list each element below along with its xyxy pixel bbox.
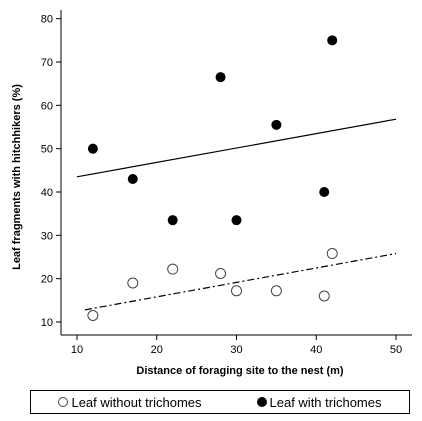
x-tick-label: 50	[390, 344, 402, 356]
data-point-with-trichomes	[127, 174, 138, 184]
data-point-with-trichomes	[215, 72, 226, 83]
data-point-without-trichomes	[215, 267, 227, 279]
legend-label-without-trichomes: Leaf without trichomes	[71, 394, 202, 410]
open-circle-icon	[58, 397, 69, 407]
data-point-with-trichomes	[87, 143, 98, 154]
y-tick-label: 80	[41, 14, 53, 26]
x-tick-label: 30	[230, 344, 242, 356]
data-point-with-trichomes	[327, 35, 338, 46]
y-tick-label: 30	[41, 230, 53, 242]
y-tick-label: 60	[41, 100, 53, 112]
y-tick-label: 20	[41, 274, 53, 286]
trendline-with-trichomes	[76, 118, 397, 178]
scatter-chart: 10 20 30 40 50 60 70 80 10 20 30 40 50 Distance of …	[11, 10, 412, 377]
data-point-without-trichomes	[270, 285, 282, 297]
filled-circle-icon	[256, 397, 267, 407]
x-tick-label: 40	[310, 344, 322, 356]
data-point-with-trichomes	[167, 215, 178, 226]
legend-entry-with-trichomes: Leaf with trichomes	[256, 394, 382, 410]
data-point-without-trichomes	[167, 263, 179, 275]
x-axis-ticks: 10 20 30 40 50	[71, 335, 402, 356]
data-point-without-trichomes	[87, 310, 99, 321]
data-point-without-trichomes	[127, 277, 139, 289]
x-axis-title: Distance of foraging site to the nest (m…	[136, 365, 344, 377]
legend-entry-without-trichomes: Leaf without trichomes	[58, 394, 202, 410]
y-axis-ticks: 10 20 30 40 50 60 70 80	[41, 14, 61, 329]
data-point-without-trichomes	[318, 290, 330, 302]
data-point-without-trichomes	[326, 248, 338, 260]
data-point-with-trichomes	[319, 187, 330, 197]
data-point-with-trichomes	[271, 119, 282, 130]
y-tick-label: 10	[41, 317, 53, 329]
x-tick-label: 10	[71, 344, 83, 356]
data-points	[87, 35, 338, 321]
y-tick-label: 50	[41, 144, 53, 156]
data-point-without-trichomes	[231, 285, 242, 297]
data-point-with-trichomes	[231, 215, 242, 226]
trendlines	[76, 118, 397, 311]
y-axis-title: Leaf fragments with hitchhikers (%)	[11, 84, 23, 270]
y-tick-label: 70	[41, 57, 53, 69]
legend: Leaf without trichomes Leaf with trichom…	[30, 390, 410, 414]
legend-label-with-trichomes: Leaf with trichomes	[269, 394, 382, 410]
y-tick-label: 40	[41, 187, 53, 199]
x-tick-label: 20	[151, 344, 163, 356]
